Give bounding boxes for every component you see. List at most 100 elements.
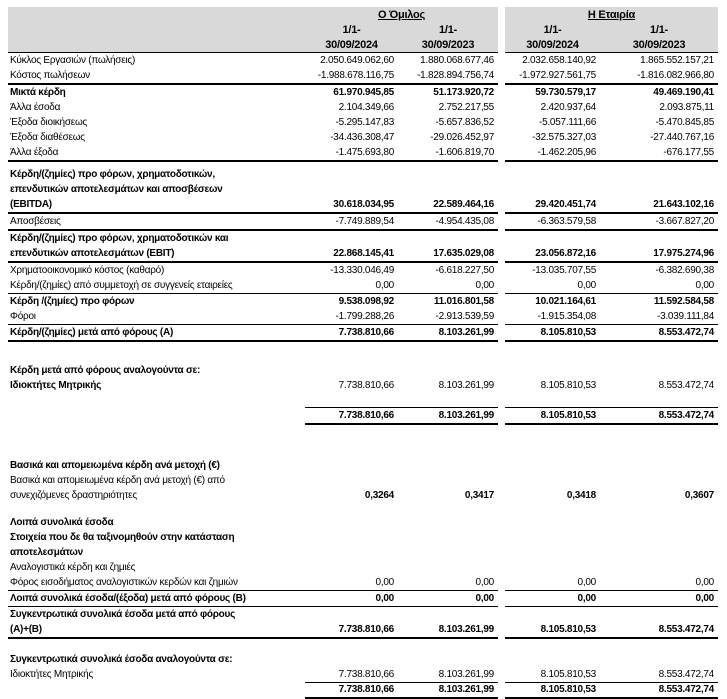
value-cell: 0,00 <box>398 278 498 294</box>
column-header: 1/1- <box>305 22 398 37</box>
row-label: Χρηματοοικονομικό κόστος (καθαρό) <box>8 262 305 278</box>
value-cell: -1.462.205,96 <box>505 145 600 162</box>
table-row: Κέρδη/(ζημίες) προ φόρων, χρηματοδοτικών… <box>8 230 718 263</box>
value-cell: 7.738.810,66 <box>338 380 395 391</box>
value-cell: 29.420.451,74 <box>505 161 600 214</box>
value-cell: 0,3264 <box>364 490 394 501</box>
column-header: 1/1- <box>505 22 600 37</box>
column-gap <box>498 324 505 341</box>
value-cell <box>505 363 600 378</box>
value-cell: 8.105.810,53 <box>505 606 600 639</box>
table-row: 7.738.810,66 8.103.261,99 8.105.810,53 8.55… <box>8 406 718 425</box>
value-cell: 7.738.810,66 <box>305 667 398 683</box>
row-label-line: Έξοδα διαθέσεως <box>10 132 85 143</box>
row-label <box>8 407 305 424</box>
column-gap <box>498 213 505 230</box>
value-cell: 2.032.658.140,92 <box>522 55 596 66</box>
value-cell: 2.104.349,66 <box>338 102 395 113</box>
value-cell: -1.915.354,08 <box>505 309 600 325</box>
value-cell <box>505 458 600 473</box>
row-label-line: Κέρδη /(ζημίες) προ φόρων <box>10 296 135 307</box>
row-label-line: Κέρδη/(ζημίες) μετά από φόρους (Α) <box>10 327 174 338</box>
value-cell: -1.972.927.561,75 <box>505 68 600 85</box>
value-cell <box>398 638 498 652</box>
row-label: Άλλα έξοδα <box>8 145 305 162</box>
column-gap <box>498 560 505 575</box>
column-gap <box>498 530 505 560</box>
table-row: Ιδιοκτήτες Μητρικής 7.738.810,66 8.103.261… <box>8 378 718 393</box>
column-gap <box>498 652 505 667</box>
value-cell: 7.738.810,66 <box>305 406 398 425</box>
value-cell: 0,3418 <box>566 490 596 501</box>
row-label-line: Κέρδη/(ζημίες) προ φόρων, χρηματοδοτικών… <box>10 169 215 180</box>
column-gap <box>498 230 505 262</box>
column-gap <box>498 407 505 424</box>
value-cell: 8.103.261,99 <box>398 667 498 683</box>
value-cell <box>398 393 498 407</box>
value-cell: -32.575.327,03 <box>532 132 596 143</box>
row-label-line: Ιδιοκτήτες Μητρικής <box>10 380 102 391</box>
column-gap <box>498 503 505 515</box>
value-cell: -3.667.827,20 <box>600 213 718 231</box>
row-label-line: (Α)+(Β) <box>10 624 42 635</box>
value-cell <box>305 393 398 407</box>
row-label: Κέρδη /(ζημίες) προ φόρων <box>8 294 305 310</box>
row-label-line: Αναλογιστικά κέρδη και ζημιές <box>10 562 136 573</box>
value-cell <box>305 560 398 575</box>
value-cell: 61.970.945,85 <box>333 87 394 98</box>
column-gap <box>498 378 505 393</box>
header-period-start-row: 1/1- 1/1- 1/1- 1/1- <box>8 22 718 37</box>
row-label-line: Φόροι <box>10 311 36 322</box>
value-cell: 8.103.261,99 <box>398 324 498 342</box>
value-cell: 8.103.261,99 <box>438 380 495 391</box>
column-gap <box>498 309 505 325</box>
table-row: Αναλογιστικά κέρδη και ζημιές <box>8 560 718 575</box>
row-label-line: Αποσβέσεις <box>10 216 61 227</box>
value-cell: 0,00 <box>600 590 718 607</box>
row-label-line: Κόστος πωλήσεων <box>10 70 90 81</box>
column-gap <box>498 115 505 130</box>
row-label: Λοιπά συνολικά έσοδα/(έξοδα) μετά από φό… <box>8 590 305 607</box>
value-cell: 2.752.217,55 <box>438 102 495 113</box>
value-cell <box>505 638 600 652</box>
column-gap <box>498 68 505 84</box>
value-cell <box>600 530 718 560</box>
value-cell: 49.469.190,41 <box>653 87 714 98</box>
value-cell: -29.026.452,97 <box>430 132 494 143</box>
value-cell <box>505 530 600 560</box>
value-cell <box>505 515 600 530</box>
value-cell <box>305 515 398 530</box>
group-header-company: Ο Όμιλος <box>305 7 498 22</box>
value-cell: 0,00 <box>398 575 498 591</box>
value-cell: -5.657.836,52 <box>435 117 495 128</box>
row-label <box>8 424 305 458</box>
value-cell: -5.057.111,66 <box>539 117 596 128</box>
table-row: Λοιπά συνολικά έσοδα/(έξοδα) μετά από φό… <box>8 590 718 607</box>
value-cell: 0,00 <box>398 590 498 607</box>
value-cell <box>305 363 398 378</box>
table-row: Έξοδα διοικήσεως -5.295.147,83 -5.657.836,… <box>8 115 718 130</box>
value-cell <box>600 652 718 667</box>
column-gap <box>498 682 505 698</box>
table-row: Συγκεντρωτικά συνολικά έσοδα αναλογούντα… <box>8 652 718 667</box>
value-cell <box>398 652 498 667</box>
column-gap <box>498 84 505 100</box>
value-cell <box>505 424 600 458</box>
value-cell <box>398 458 498 473</box>
column-gap <box>498 363 505 378</box>
column-gap <box>498 130 505 145</box>
income-statement-table: Ο Όμιλος Η Εταιρία 1/1- 1/1- 1/1- 1/1- 3… <box>8 7 718 699</box>
row-label: Ιδιοκτήτες Μητρικής <box>8 378 305 393</box>
value-cell <box>600 560 718 575</box>
row-label <box>8 503 305 515</box>
value-cell <box>305 341 398 363</box>
table-row: Βασικά και απομειωμένα κέρδη ανά μετοχή … <box>8 458 718 473</box>
value-cell <box>505 503 600 515</box>
row-label: Άλλα έσοδα <box>8 100 305 115</box>
column-gap <box>498 52 505 68</box>
value-cell: 17.635.029,08 <box>398 230 498 263</box>
row-label: Κέρδη/(ζημίες) από συμμετοχή σε συγγενεί… <box>8 278 305 294</box>
value-cell: 17.975.274,96 <box>600 230 718 263</box>
value-cell: 8.105.810,53 <box>505 324 600 342</box>
row-label: Φόρος εισοδήματος αναλογιστικών κερδών κ… <box>8 575 305 591</box>
